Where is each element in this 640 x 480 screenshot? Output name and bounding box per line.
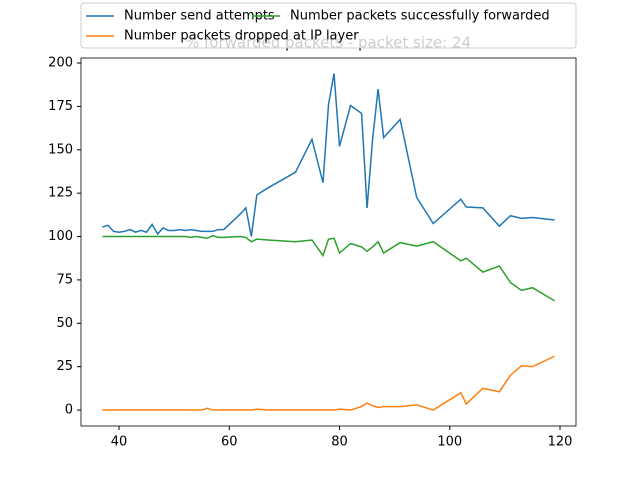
y-tick-label: 200: [48, 56, 73, 71]
series-line: [102, 73, 555, 237]
legend-label: Number packets dropped at IP layer: [124, 29, 359, 44]
x-tick-label: 80: [331, 435, 348, 450]
y-tick-label: 50: [56, 316, 73, 331]
x-tick-label: 40: [111, 435, 128, 450]
y-tick-label: 0: [65, 403, 73, 418]
y-tick-label: 75: [56, 272, 73, 287]
y-tick-label: 175: [48, 99, 73, 114]
plot-frame: [80, 57, 577, 427]
y-tick-label: 150: [48, 142, 73, 157]
y-tick-label: 100: [48, 229, 73, 244]
y-tick-label: 125: [48, 186, 73, 201]
series-line: [102, 355, 555, 411]
x-tick-label: 100: [437, 435, 462, 450]
y-tick-label: 25: [56, 359, 73, 374]
x-tick-label: 60: [221, 435, 238, 450]
legend-label: Number packets successfully forwarded: [290, 9, 550, 24]
legend-box: [80, 2, 577, 49]
series-line: [102, 234, 555, 302]
legend-label: Number send attempts: [124, 9, 275, 24]
x-tick-label: 120: [548, 435, 573, 450]
